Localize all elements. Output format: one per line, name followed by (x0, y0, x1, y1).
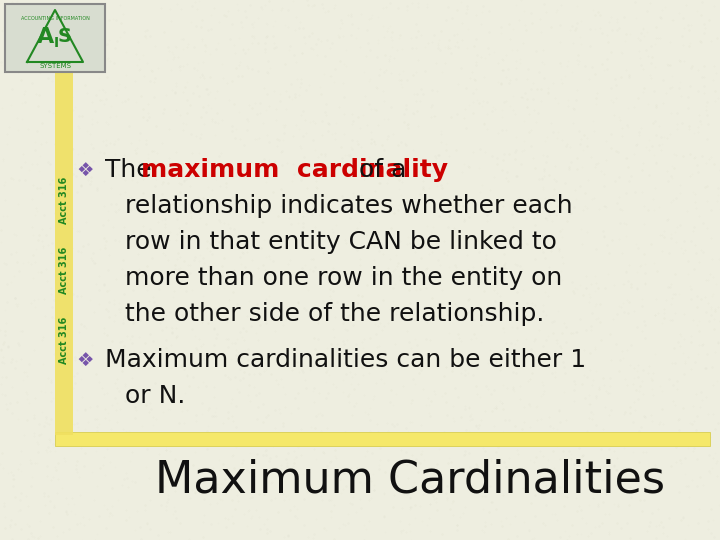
Text: The: The (105, 158, 160, 182)
Bar (55, 40, 73, 435)
Text: Acct 316: Acct 316 (59, 177, 69, 224)
Text: SYSTEMS: SYSTEMS (39, 63, 71, 69)
Text: of a: of a (351, 158, 406, 182)
Text: A: A (37, 27, 55, 47)
Bar (55, 432, 710, 446)
Text: the other side of the relationship.: the other side of the relationship. (125, 302, 544, 326)
Text: Maximum Cardinalities: Maximum Cardinalities (155, 458, 665, 502)
Text: Maximum cardinalities can be either 1: Maximum cardinalities can be either 1 (105, 348, 586, 372)
Text: ❖: ❖ (76, 350, 94, 369)
Text: I: I (53, 36, 58, 50)
Text: row in that entity CAN be linked to: row in that entity CAN be linked to (125, 230, 557, 254)
Text: maximum  cardinality: maximum cardinality (141, 158, 448, 182)
Text: ❖: ❖ (76, 160, 94, 179)
Text: S: S (58, 28, 72, 46)
Text: more than one row in the entity on: more than one row in the entity on (125, 266, 562, 290)
FancyBboxPatch shape (5, 4, 105, 72)
Text: relationship indicates whether each: relationship indicates whether each (125, 194, 572, 218)
Text: Acct 316: Acct 316 (59, 316, 69, 363)
Text: Acct 316: Acct 316 (59, 246, 69, 294)
Text: or N.: or N. (125, 384, 185, 408)
Text: ACCOUNTING INFORMATION: ACCOUNTING INFORMATION (21, 17, 89, 22)
